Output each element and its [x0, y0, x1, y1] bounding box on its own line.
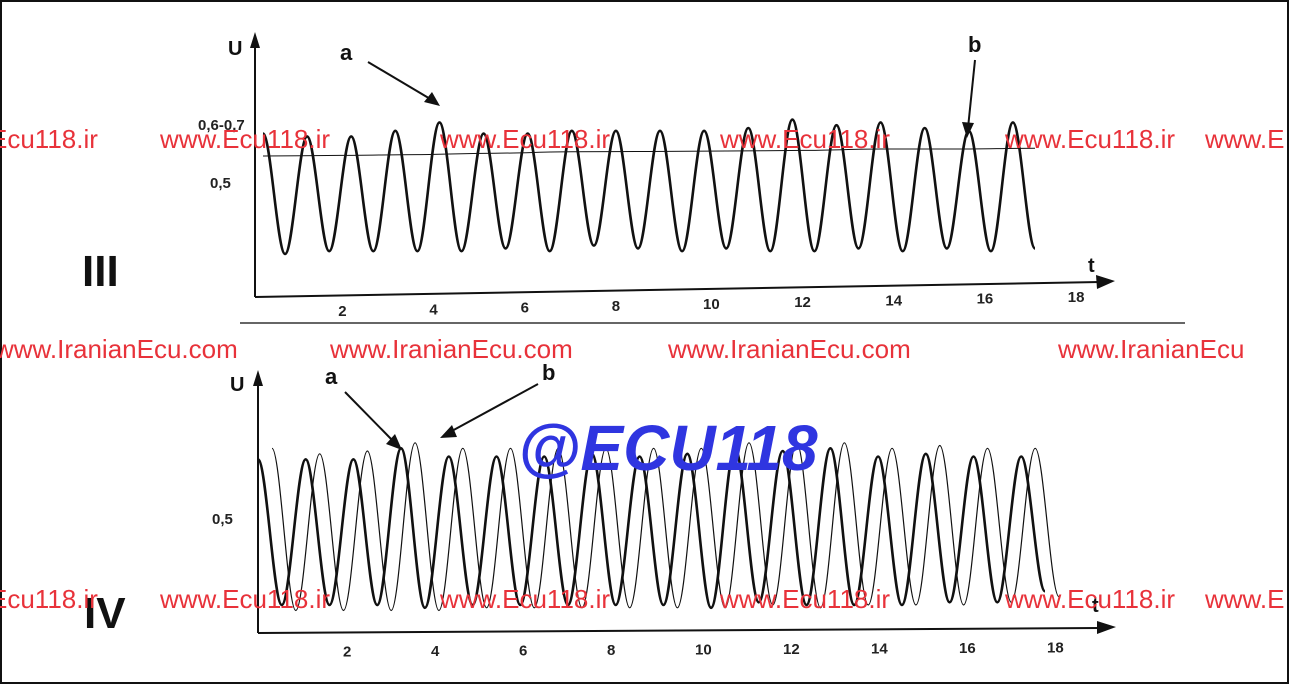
- watermark-text: www.Ecu118.ir: [439, 124, 610, 154]
- center-watermark: @ECU118: [518, 412, 818, 484]
- series-line-1: [256, 447, 1047, 610]
- annotation-b-arrow: [449, 383, 539, 433]
- x-tick-label: 18: [1047, 640, 1064, 657]
- watermark-text: Ecu118.ir: [0, 124, 98, 154]
- watermark-text: www.Ecu118.ir: [1004, 584, 1175, 614]
- x-tick-label: 4: [431, 643, 440, 660]
- annotation-a-arrow: [367, 61, 433, 101]
- y-axis-arrow-icon: [250, 32, 260, 48]
- annotation-a: a: [325, 364, 338, 389]
- series-group: [261, 118, 1037, 256]
- y-tick-label-mid: 0,5: [210, 175, 231, 192]
- annotation-a: a: [340, 40, 353, 65]
- x-tick-label: 8: [607, 642, 615, 659]
- x-axis-label: t: [1088, 255, 1095, 277]
- watermark-row: www.IranianEcu.com www.IranianEcu.com www.…: [0, 334, 1244, 364]
- x-axis: [254, 281, 1101, 298]
- annotation-a-arrowhead-icon: [424, 92, 440, 106]
- watermark-row: Ecu118.ir www.Ecu118.ir www.Ecu118.ir www.E…: [0, 584, 1284, 614]
- x-tick-label: 10: [695, 642, 712, 659]
- panel-label-iv: IV: [84, 589, 126, 638]
- annotation-b: b: [968, 32, 981, 57]
- x-tick-label: 8: [612, 298, 620, 315]
- x-tick-labels: 2 4 6 8 10 12 14 16 18: [343, 640, 1064, 661]
- series-line-1: [261, 118, 1037, 256]
- x-tick-label: 14: [871, 641, 888, 658]
- x-tick-label: 6: [521, 300, 529, 317]
- x-tick-label: 4: [429, 301, 438, 318]
- x-tick-label: 16: [959, 640, 976, 657]
- series-line-2: [262, 147, 1036, 157]
- y-axis-arrow-icon: [253, 370, 263, 386]
- x-tick-label: 2: [338, 303, 346, 320]
- chart-panel-iv: U t 0,5 IV 2 4 6 8 10 12 14 16 18 a b: [84, 360, 1116, 661]
- x-axis-label: t: [1092, 595, 1099, 617]
- annotation-b-arrowhead-icon: [962, 122, 974, 138]
- watermark-text: www.Ecu118.ir: [1004, 124, 1175, 154]
- watermark-text: www.IranianEcu: [1057, 334, 1244, 364]
- annotation-a-arrow: [344, 391, 395, 443]
- y-tick-label-mid: 0,5: [212, 511, 233, 528]
- annotation-b-arrowhead-icon: [440, 425, 457, 438]
- watermark-text: www.IranianEcu.com: [329, 334, 573, 364]
- x-tick-label: 12: [783, 641, 800, 658]
- annotation-b: b: [542, 360, 555, 385]
- x-axis: [257, 627, 1101, 634]
- x-axis-arrow-icon: [1097, 621, 1116, 634]
- watermark-text: www.E: [1204, 124, 1284, 154]
- annotation-a-arrowhead-icon: [386, 434, 402, 450]
- x-tick-label: 10: [703, 296, 720, 313]
- watermark-text: www.Ecu118.ir: [439, 584, 610, 614]
- watermark-text: www.IranianEcu.com: [667, 334, 911, 364]
- watermark-text: Ecu118.ir: [0, 584, 98, 614]
- x-tick-label: 12: [794, 294, 811, 311]
- watermark-text: www.Ecu118.ir: [159, 124, 330, 154]
- x-tick-label: 2: [343, 644, 351, 661]
- panel-label-iii: III: [82, 247, 119, 296]
- watermark-row: Ecu118.ir www.Ecu118.ir www.Ecu118.ir www.E…: [0, 124, 1284, 154]
- watermark-text: www.E: [1204, 584, 1284, 614]
- x-tick-label: 16: [977, 291, 994, 308]
- x-tick-label: 18: [1068, 289, 1085, 306]
- x-axis-arrow-icon: [1096, 275, 1115, 289]
- y-tick-label-high: 0,6-0,7: [198, 117, 245, 134]
- y-axis-label: U: [230, 374, 244, 396]
- chart-panel-iii: U t 0,6-0,7 0,5 III 2 4 6 8 10 12 14 16 18 a b: [82, 32, 1115, 320]
- watermark-text: www.Ecu118.ir: [719, 584, 890, 614]
- x-tick-label: 6: [519, 643, 527, 660]
- series-line-2: [271, 442, 1060, 612]
- watermark-text: www.IranianEcu.com: [0, 334, 238, 364]
- series-group: [256, 442, 1060, 612]
- watermark-text: www.Ecu118.ir: [159, 584, 330, 614]
- x-tick-label: 14: [885, 292, 902, 309]
- watermark-text: www.Ecu118.ir: [719, 124, 890, 154]
- x-tick-labels: 2 4 6 8 10 12 14 16 18: [338, 289, 1084, 320]
- y-axis-label: U: [228, 38, 242, 60]
- annotation-b-arrow: [967, 59, 976, 129]
